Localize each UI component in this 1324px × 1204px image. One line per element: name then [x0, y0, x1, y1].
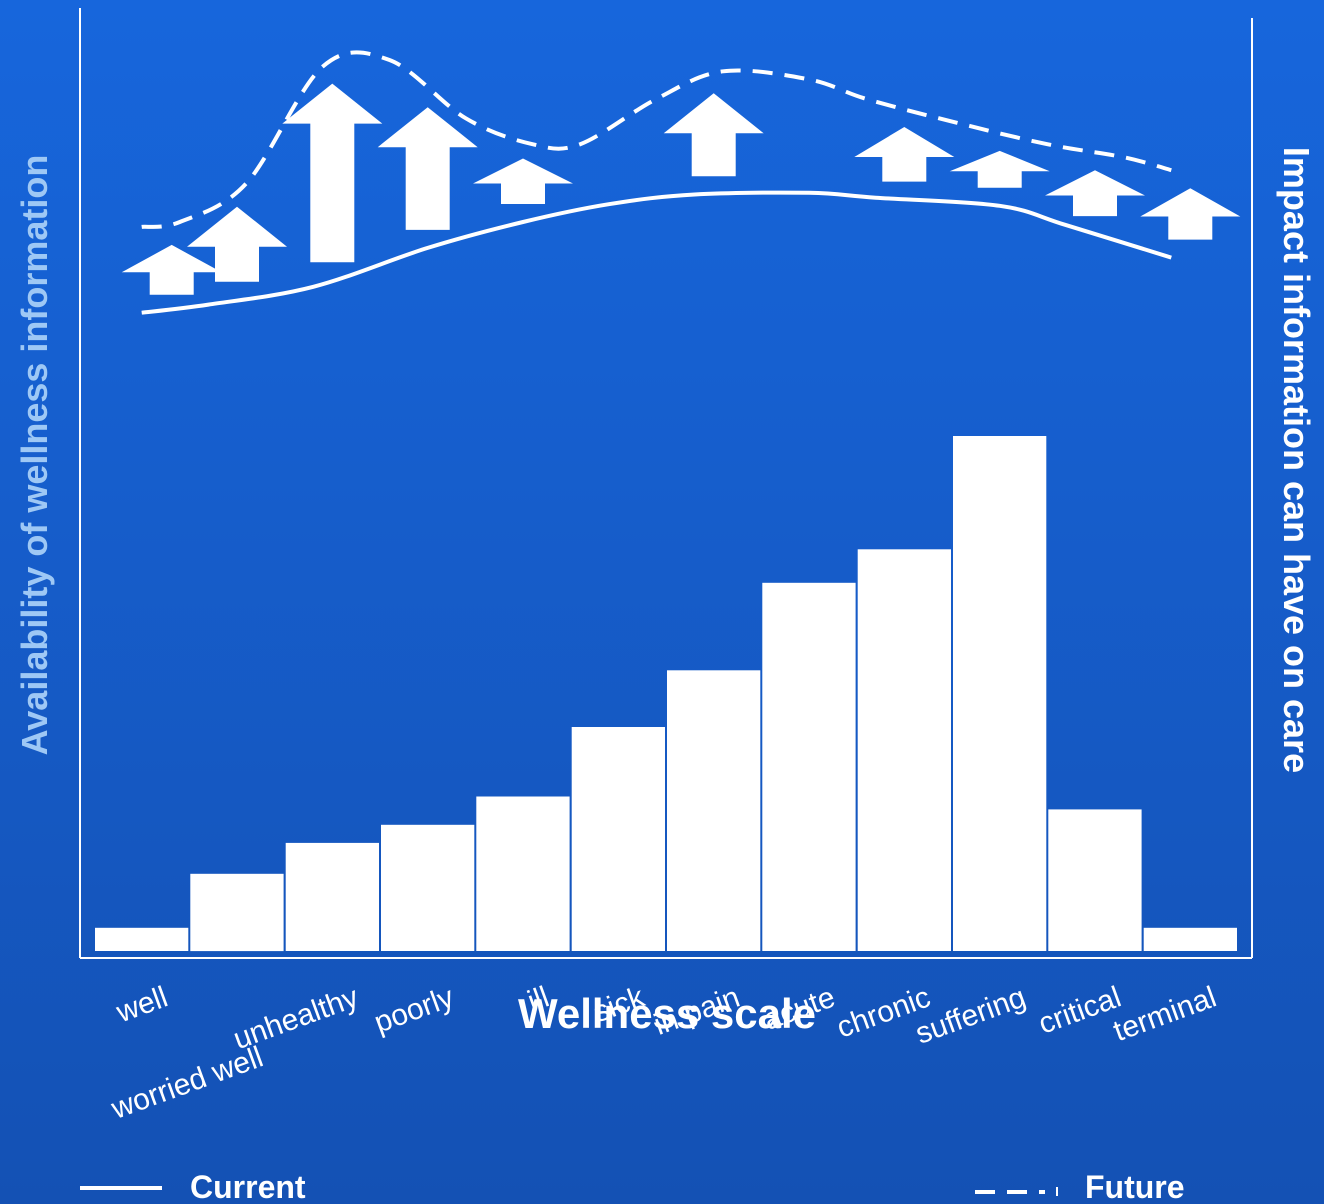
x-tick-label: poorly [370, 981, 458, 1040]
legend-future-label: Future [1085, 1169, 1185, 1204]
x-tick-label: critical [1034, 981, 1125, 1041]
x-tick-label: unhealthy [229, 981, 363, 1057]
bar-well [95, 927, 189, 951]
arrow-terminal [1140, 188, 1241, 240]
line-series [141, 50, 1172, 315]
bar-critical [1048, 809, 1142, 951]
y-axis-right-title: Impact information can have on care [1276, 147, 1317, 773]
arrow-critical [1045, 170, 1145, 217]
arrow-poorly [377, 107, 478, 230]
x-axis-title: Wellness scale [518, 990, 816, 1037]
arrow-in-pain [663, 93, 764, 177]
arrow-well [121, 244, 222, 295]
arrow-chronic [854, 127, 955, 182]
arrow-unhealthy [282, 83, 383, 263]
bar-terminal [1143, 927, 1237, 951]
arrow-worried-well [187, 206, 287, 282]
bar-acute [762, 582, 856, 951]
y-axis-left-title: Availability of wellness information [14, 155, 55, 756]
legend-current-label: Current [190, 1169, 306, 1204]
arrow-suffering [949, 150, 1050, 188]
chart-axes [79, 8, 1253, 959]
bar-in-pain [667, 670, 761, 951]
bar-worried-well [190, 873, 284, 952]
bar-unhealthy [285, 842, 379, 951]
bar-suffering [953, 436, 1047, 951]
arrow-group [121, 83, 1241, 295]
arrow-ill [473, 158, 573, 204]
x-tick-label: suffering [911, 981, 1030, 1051]
bar-series [95, 436, 1237, 952]
bar-sick [571, 727, 665, 951]
legend: Current Future [80, 1169, 1185, 1204]
current-line [141, 190, 1172, 315]
future-line [141, 50, 1172, 229]
bar-ill [476, 796, 570, 951]
x-tick-label: well [111, 981, 172, 1030]
bar-poorly [381, 824, 475, 951]
bar-chronic [857, 549, 951, 951]
x-tick-label: terminal [1109, 981, 1221, 1049]
